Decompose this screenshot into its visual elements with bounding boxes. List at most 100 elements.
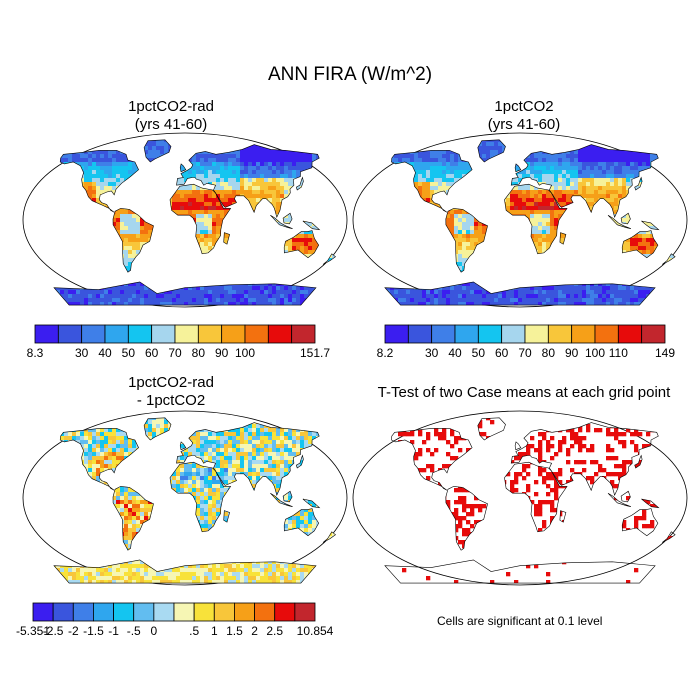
cb1-swatch bbox=[221, 324, 246, 344]
cb3-swatch bbox=[153, 602, 175, 622]
cb2-tick-label: 90 bbox=[564, 346, 579, 360]
cb1-swatch bbox=[174, 324, 199, 344]
coastline-newguinea bbox=[302, 498, 321, 509]
cb1-tick-label: 100 bbox=[234, 346, 256, 360]
coastline-antarctica bbox=[384, 559, 656, 584]
coastline-uk bbox=[514, 441, 522, 451]
coastline-newguinea bbox=[641, 498, 660, 509]
cb2-swatch bbox=[547, 324, 573, 344]
cb2-tick-label: 8.2 bbox=[376, 346, 394, 360]
cb1-tick-label: 151.7 bbox=[299, 346, 331, 360]
cb1-swatch bbox=[267, 324, 293, 344]
coastline-madagascar bbox=[559, 232, 567, 245]
colorbar-1 bbox=[34, 324, 316, 344]
map-panel-4 bbox=[352, 410, 688, 586]
cb3-tick-label: -.5 bbox=[126, 624, 141, 638]
cb2-tick-label: 149 bbox=[654, 346, 676, 360]
cb1-swatch bbox=[291, 324, 316, 344]
coastline-samerica bbox=[112, 208, 154, 273]
cb3-tick-label: -1.5 bbox=[83, 624, 104, 638]
cb2-tick-label: 30 bbox=[424, 346, 439, 360]
coastline-nz bbox=[322, 253, 336, 265]
cb2-tick-label: 40 bbox=[448, 346, 462, 360]
cb1-swatch bbox=[197, 324, 223, 344]
map-frame bbox=[352, 410, 688, 586]
coastline-madagascar bbox=[559, 510, 567, 523]
coastline-antarctica bbox=[53, 281, 317, 306]
cb3-tick-label: 2 bbox=[251, 624, 258, 638]
coastline-namerica bbox=[391, 428, 473, 491]
cb3-swatch bbox=[274, 602, 296, 622]
cb2-tick-label: 100 bbox=[584, 346, 606, 360]
cb1-tick-label: 50 bbox=[121, 346, 136, 360]
coastline-borneo bbox=[282, 212, 293, 225]
cb3-tick-label: 1.5 bbox=[226, 624, 243, 638]
coastline-nz bbox=[662, 531, 676, 543]
cb3-swatch bbox=[93, 602, 114, 622]
coastline-greenland bbox=[143, 417, 172, 441]
coastline-uk bbox=[514, 163, 522, 173]
coastline-japan bbox=[634, 176, 643, 191]
coastline-japan bbox=[295, 176, 304, 191]
panel-3-title-line2: - 1pctCO2 bbox=[136, 392, 206, 409]
cb3-swatch bbox=[72, 602, 94, 622]
cb3-tick-label: 0 bbox=[150, 624, 158, 638]
coastline-namerica bbox=[391, 150, 473, 213]
cb3-tick-label: 10.854 bbox=[296, 624, 334, 638]
cb1-tick-label: 80 bbox=[191, 346, 206, 360]
coastline-namerica bbox=[59, 150, 139, 213]
cb3-swatch bbox=[173, 602, 195, 622]
figure-title: ANN FIRA (W/m^2) bbox=[267, 64, 433, 85]
cb3-tick-label: -2 bbox=[67, 624, 79, 638]
map-panel-3 bbox=[22, 410, 348, 586]
coastline-newguinea bbox=[641, 220, 660, 231]
colorbar-3 bbox=[32, 602, 316, 622]
cb3-swatch bbox=[213, 602, 235, 622]
panel-3-title: 1pctCO2-rad - 1pctCO2 bbox=[6, 374, 336, 410]
cb1-swatch bbox=[57, 324, 83, 344]
coastline-madagascar bbox=[223, 510, 230, 523]
cb2-tick-label: 70 bbox=[518, 346, 532, 360]
cb3-tick-label: .5 bbox=[189, 624, 200, 638]
cb3-swatch bbox=[254, 602, 276, 622]
cb1-swatch bbox=[104, 324, 129, 344]
coastline-greenland bbox=[477, 417, 506, 441]
coastline-indonesia bbox=[270, 492, 293, 507]
colorbar-2 bbox=[384, 324, 666, 344]
cb3-tick-label: -1 bbox=[108, 624, 119, 638]
coastline-samerica bbox=[112, 486, 154, 551]
coastline-indonesia bbox=[607, 492, 632, 507]
coastline-japan bbox=[295, 454, 304, 469]
cb3-tick-label: 2.5 bbox=[266, 624, 284, 638]
coastline-africa bbox=[169, 183, 232, 255]
cb2-swatch bbox=[431, 324, 456, 344]
coastline-eurasia bbox=[510, 144, 659, 218]
cb2-tick-label: 80 bbox=[541, 346, 556, 360]
cb1-tick-label: 90 bbox=[214, 346, 229, 360]
coastline-antarctica bbox=[384, 281, 656, 306]
colorbar-3-labels: -5.351 -2.5 -2 -1.5 -1 -.5 0 .5 1 1.5 2 2.5 10.854 bbox=[16, 624, 333, 640]
cb2-swatch bbox=[454, 324, 479, 344]
coastline-namerica bbox=[59, 428, 139, 491]
cb3-swatch bbox=[32, 602, 54, 622]
cb2-tick-label: 110 bbox=[608, 346, 628, 360]
coastline-africa bbox=[504, 461, 568, 533]
cb1-swatch bbox=[244, 324, 269, 344]
colorbar-2-labels: 8.2 30 40 50 60 70 80 90 100 110 149 bbox=[377, 346, 675, 362]
coastline-greenland bbox=[477, 139, 506, 163]
significance-note: Cells are significant at 0.1 level bbox=[437, 614, 603, 628]
coastline-eurasia bbox=[510, 422, 659, 496]
cb2-swatch bbox=[384, 324, 409, 344]
coastline-nz bbox=[662, 253, 676, 265]
map-panel-1 bbox=[22, 132, 348, 308]
panel-2-title-line1: 1pctCO2 bbox=[494, 98, 554, 115]
coastline-borneo bbox=[620, 490, 631, 503]
panel-4-title-line1: T-Test of two Case means at each grid po… bbox=[377, 384, 671, 401]
panel-2-title-line2: (yrs 41-60) bbox=[487, 116, 561, 133]
colorbar-1-labels: 8.3 30 40 50 60 70 80 90 100 151.7 bbox=[27, 346, 330, 362]
coastline-uk bbox=[179, 441, 187, 451]
coastline-indonesia bbox=[270, 214, 293, 229]
cb3-tick-label: -2.5 bbox=[42, 624, 64, 638]
cb2-swatch bbox=[594, 324, 619, 344]
cb1-tick-label: 70 bbox=[168, 346, 182, 360]
